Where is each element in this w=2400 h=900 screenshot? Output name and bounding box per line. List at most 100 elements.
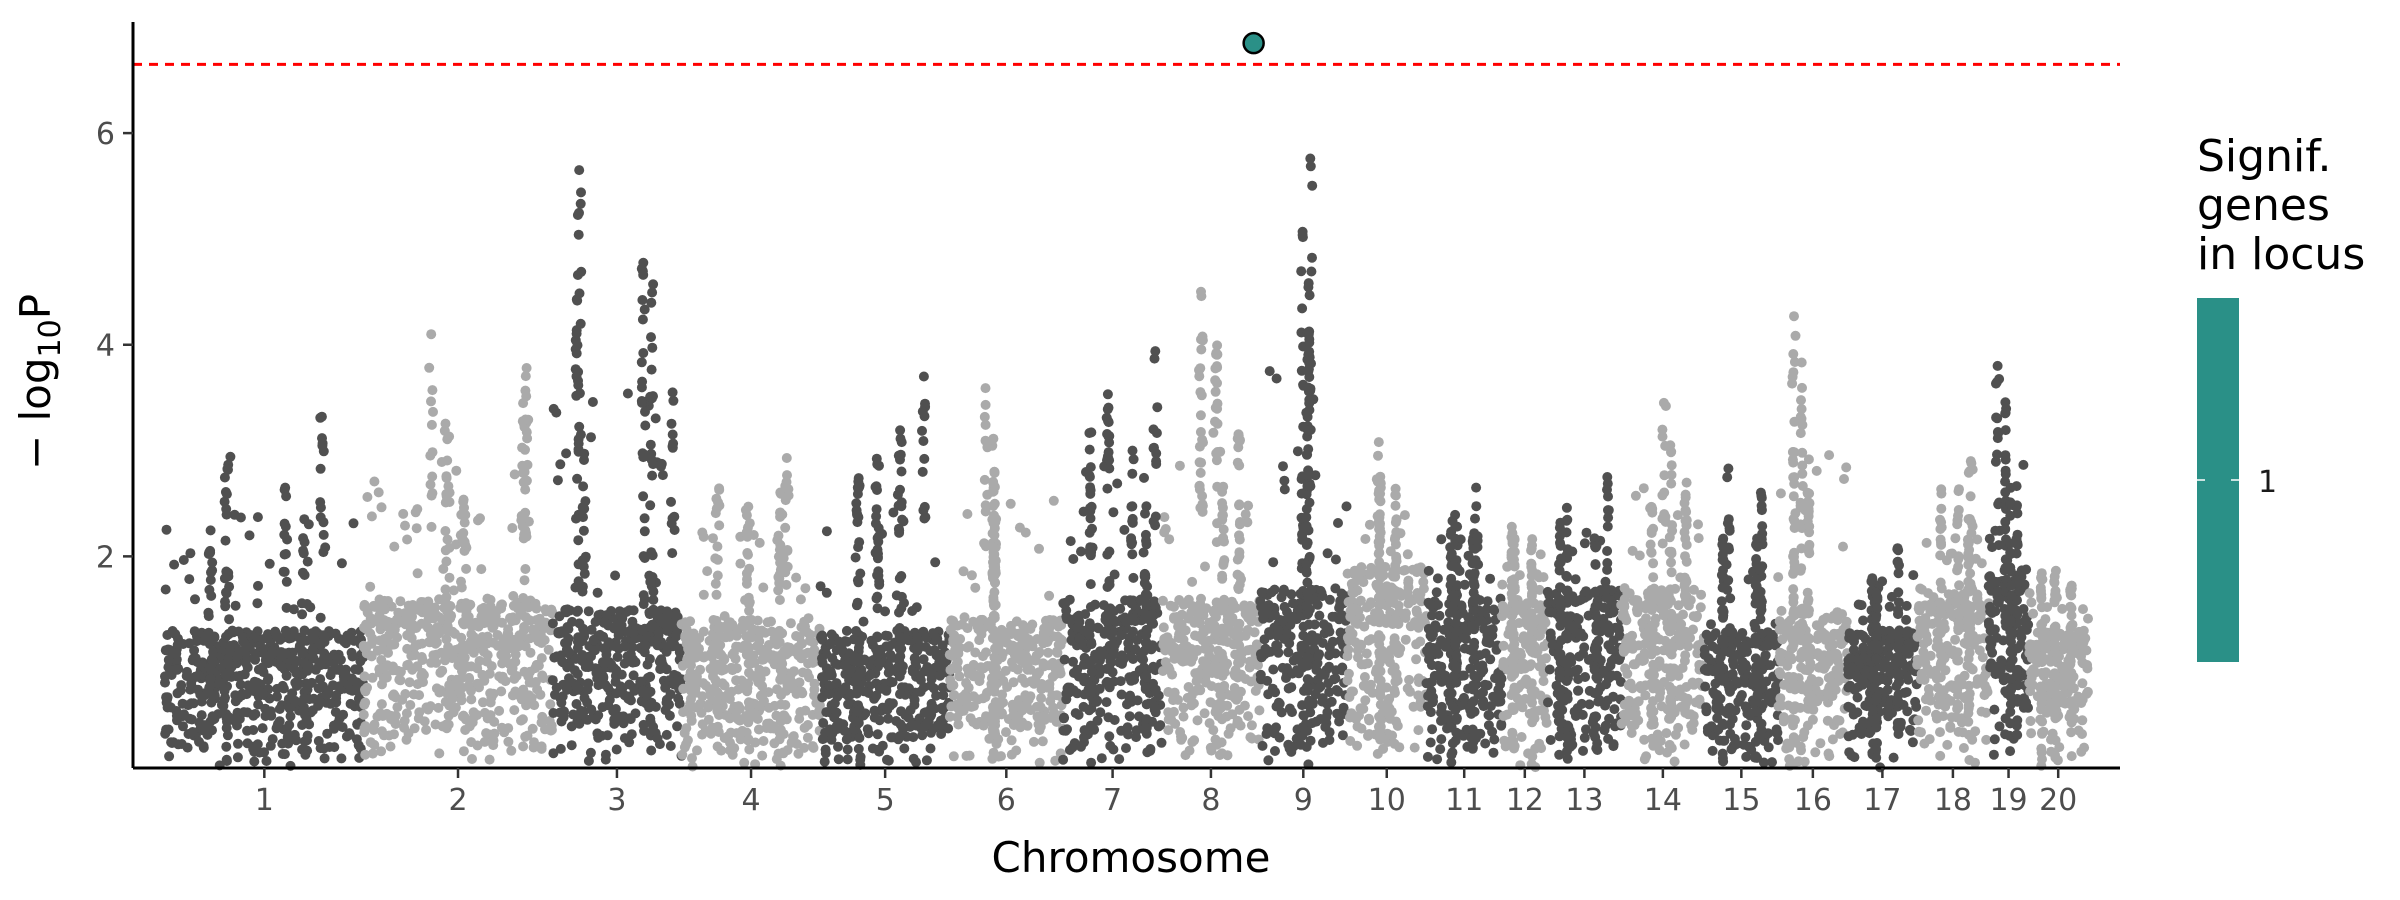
data-point [1288, 611, 1299, 622]
data-point [1450, 618, 1461, 628]
data-point [479, 736, 490, 747]
data-point [383, 647, 393, 658]
data-point [1116, 689, 1127, 700]
data-point [291, 735, 302, 746]
data-point [457, 682, 468, 693]
data-point [532, 684, 543, 695]
data-point [1302, 577, 1313, 588]
data-point [435, 667, 446, 678]
data-point [586, 432, 596, 443]
data-point [1115, 603, 1126, 614]
data-point [510, 656, 521, 667]
data-point [1526, 570, 1537, 581]
data-point [712, 541, 723, 552]
data-point [744, 702, 755, 713]
data-point [1389, 633, 1400, 644]
data-point [1487, 726, 1498, 737]
data-point [547, 608, 557, 619]
chromosome-2-points [358, 385, 558, 765]
data-point [503, 624, 514, 635]
data-point [1148, 700, 1159, 711]
data-point [224, 614, 235, 625]
data-point [1112, 478, 1123, 489]
data-point [547, 675, 558, 686]
data-point [1402, 549, 1413, 560]
data-point [518, 398, 529, 409]
data-point [842, 754, 853, 765]
data-point [752, 615, 763, 626]
data-point [410, 641, 421, 652]
data-point [591, 668, 602, 678]
data-point [692, 745, 702, 756]
data-point [1234, 534, 1245, 545]
data-point [362, 682, 372, 693]
data-point [831, 645, 842, 656]
data-point [1001, 727, 1011, 738]
data-point [1129, 674, 1140, 685]
data-point [645, 576, 656, 587]
data-point [1480, 738, 1491, 749]
data-point [799, 722, 810, 733]
data-point [1035, 702, 1046, 713]
data-point [424, 637, 435, 648]
data-point [1274, 698, 1285, 709]
data-point [769, 633, 780, 644]
data-point [1330, 554, 1341, 565]
data-point [701, 680, 711, 691]
data-point [456, 576, 466, 587]
data-point [442, 455, 453, 466]
data-point [1296, 266, 1307, 277]
data-point [1273, 625, 1284, 636]
data-point [232, 752, 243, 763]
data-point [816, 631, 827, 642]
chromosome-1-points [160, 451, 369, 771]
data-point [440, 655, 450, 666]
data-point [645, 439, 656, 450]
data-point [1386, 706, 1397, 717]
data-point [1516, 732, 1527, 742]
data-point [652, 640, 663, 651]
data-point [184, 574, 195, 585]
data-point [756, 690, 767, 701]
data-point [1065, 536, 1076, 547]
data-point [1483, 710, 1494, 720]
data-point [439, 721, 450, 731]
data-point [1412, 607, 1422, 618]
data-point [609, 663, 620, 674]
data-point [646, 745, 657, 756]
data-point [911, 643, 922, 654]
data-point [679, 742, 690, 753]
data-point [1121, 743, 1131, 754]
data-point [1212, 398, 1223, 409]
data-point [171, 710, 182, 721]
data-point [896, 632, 907, 643]
data-point [1509, 561, 1520, 572]
data-point [1322, 548, 1333, 559]
data-point [743, 592, 754, 603]
data-point [911, 720, 922, 731]
data-point [482, 609, 493, 620]
data-point [883, 755, 894, 766]
data-point [460, 539, 471, 550]
data-point [386, 639, 397, 650]
data-point [221, 509, 232, 520]
data-point [791, 572, 802, 583]
data-point [648, 594, 659, 605]
data-point [753, 677, 764, 688]
chromosome-13-points [1542, 502, 1627, 764]
data-point [840, 636, 851, 647]
data-point [1163, 663, 1174, 674]
data-point [894, 671, 905, 682]
data-point [652, 733, 663, 744]
data-point [319, 753, 330, 764]
data-point [962, 509, 973, 519]
data-point [826, 734, 837, 745]
data-point [646, 297, 657, 308]
data-point [485, 601, 496, 612]
data-point [503, 736, 514, 747]
data-point [1105, 740, 1116, 751]
data-point [1103, 712, 1114, 723]
data-point [481, 728, 492, 739]
data-point [1130, 644, 1141, 655]
data-point [712, 554, 723, 565]
